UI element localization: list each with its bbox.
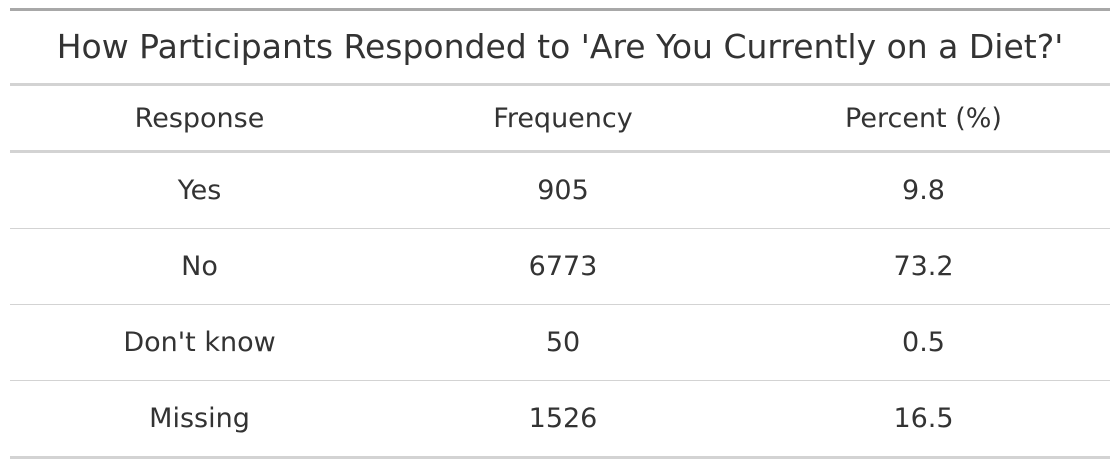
cell-frequency: 50: [545, 327, 581, 358]
header-row: Response Frequency Percent (%): [10, 86, 1110, 152]
table-row: Yes 905 9.8: [10, 152, 1110, 229]
cell-response: Don't know: [123, 327, 276, 358]
cell-frequency: 1526: [528, 403, 598, 434]
table-row: No 6773 73.2: [10, 229, 1110, 305]
top-rule: [10, 8, 1110, 11]
summary-table: How Participants Responded to 'Are You C…: [10, 8, 1110, 459]
column-header-percent: Percent (%): [845, 102, 1002, 134]
cell-percent: 0.5: [902, 327, 945, 358]
table-row: Don't know 50 0.5: [10, 305, 1110, 381]
column-header-frequency: Frequency: [493, 102, 633, 134]
data-table: Response Frequency Percent (%) Yes 905 9…: [10, 86, 1110, 459]
cell-percent: 16.5: [893, 403, 954, 434]
cell-frequency: 6773: [528, 251, 598, 282]
cell-percent: 9.8: [902, 175, 945, 206]
table-row: Missing 1526 16.5: [10, 381, 1110, 458]
column-header-response: Response: [134, 102, 265, 134]
cell-response: No: [181, 251, 218, 282]
cell-response: Yes: [177, 175, 222, 206]
table-title: How Participants Responded to 'Are You C…: [56, 27, 1064, 66]
title-rule: [10, 83, 1110, 86]
cell-response: Missing: [149, 403, 250, 434]
cell-frequency: 905: [537, 175, 589, 206]
cell-percent: 73.2: [893, 251, 954, 282]
